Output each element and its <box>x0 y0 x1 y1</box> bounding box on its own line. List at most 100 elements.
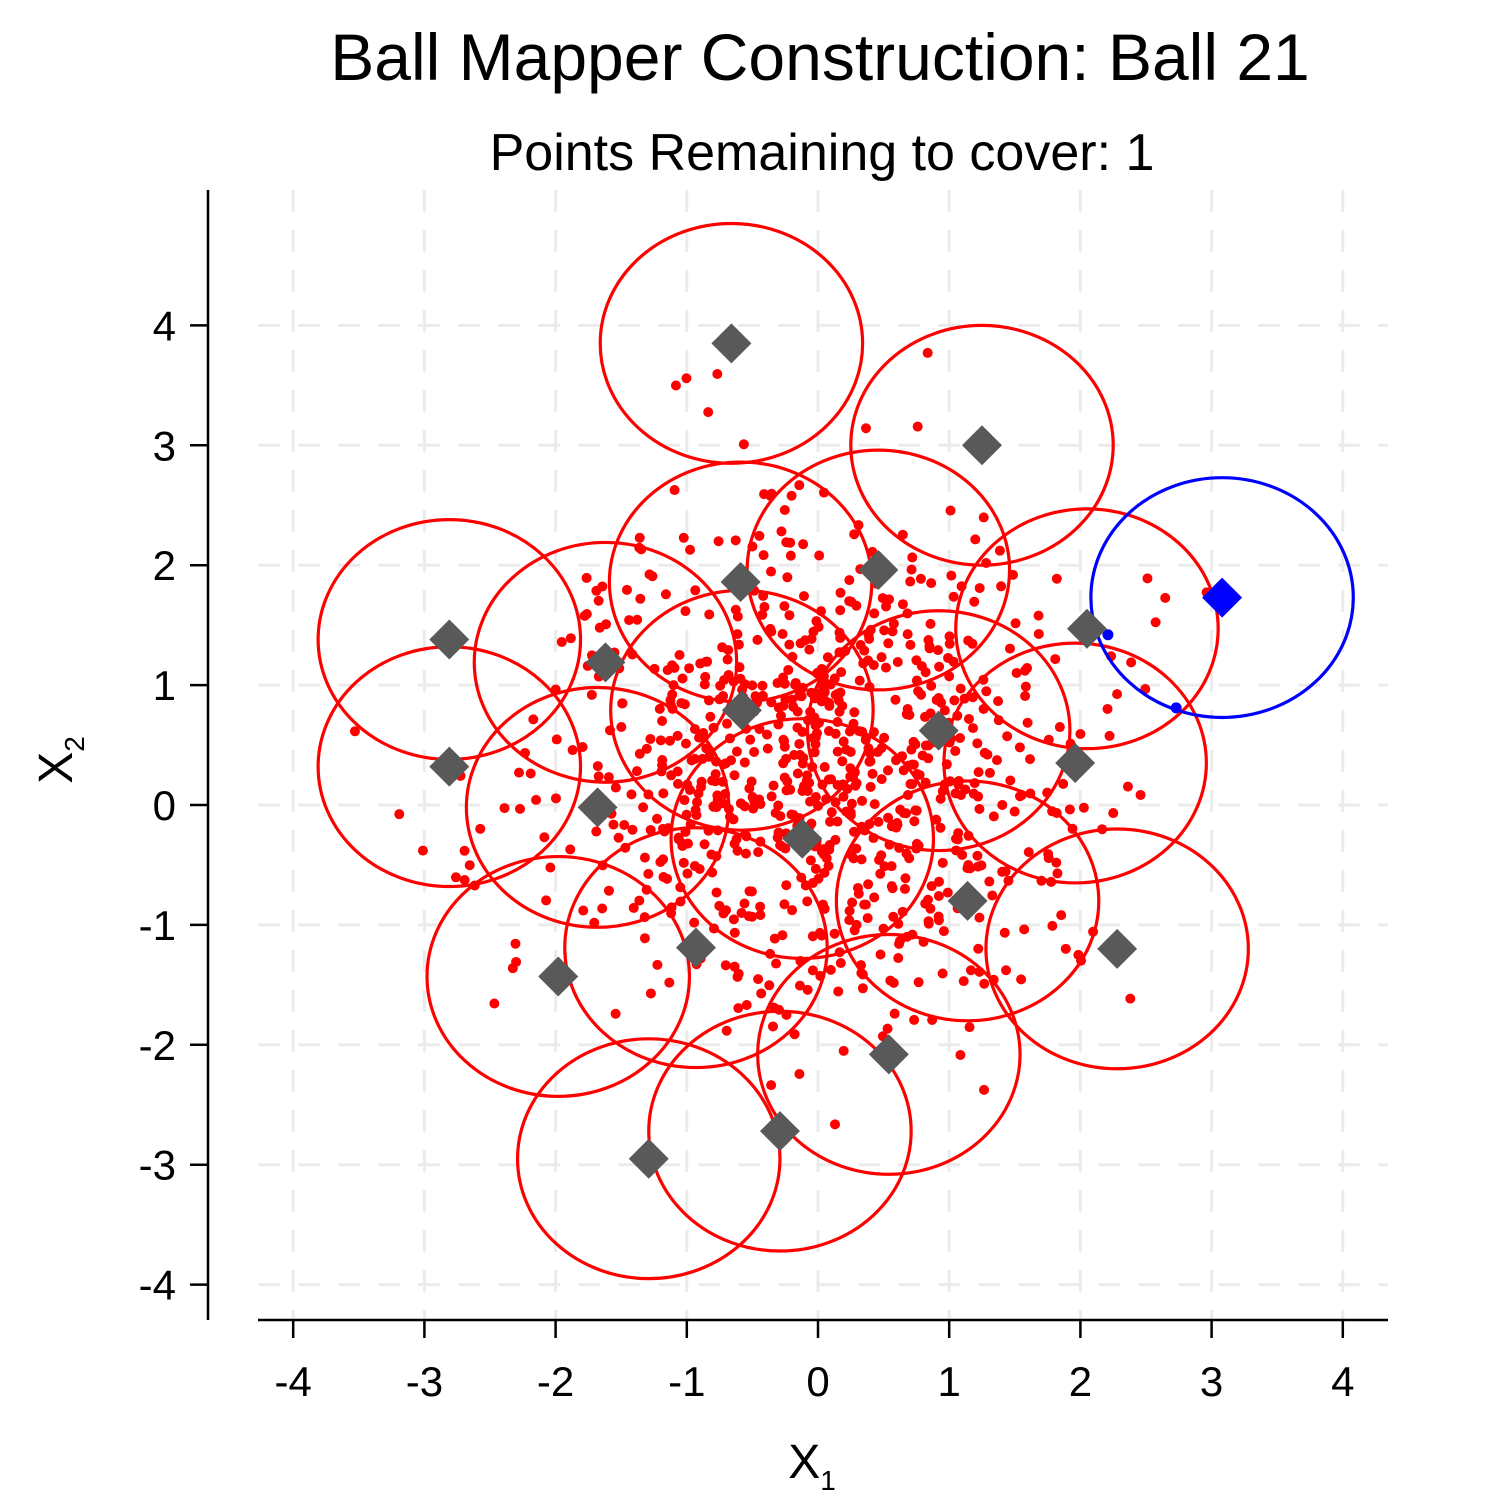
data-point <box>963 713 974 724</box>
data-point <box>660 589 671 600</box>
data-point <box>617 698 628 709</box>
data-point <box>499 803 510 814</box>
data-point <box>639 852 650 863</box>
ball-center-marker <box>538 956 579 997</box>
data-point <box>652 959 663 970</box>
data-point <box>844 905 855 916</box>
data-point <box>860 899 871 910</box>
y-tick-label: 1 <box>153 662 176 709</box>
data-point <box>778 700 789 711</box>
data-point <box>832 746 843 757</box>
data-point <box>739 898 750 909</box>
data-point <box>779 772 790 783</box>
data-point <box>610 1008 621 1019</box>
data-point <box>922 347 933 358</box>
y-tick-label: -3 <box>139 1142 176 1189</box>
data-point <box>628 902 639 913</box>
data-point <box>645 824 656 835</box>
data-point <box>732 845 743 856</box>
data-point <box>700 656 711 667</box>
data-point <box>823 774 834 785</box>
data-point <box>993 696 1004 707</box>
data-point <box>937 857 948 868</box>
ball-centers <box>429 323 1243 1179</box>
x-tick-label: -1 <box>668 1358 705 1405</box>
data-point <box>762 743 773 754</box>
data-point <box>907 779 918 790</box>
data-point <box>922 894 933 905</box>
data-point <box>621 584 632 595</box>
data-point <box>603 885 614 896</box>
data-point <box>889 1008 900 1019</box>
data-point <box>745 734 756 745</box>
data-point <box>830 1119 841 1130</box>
data-point <box>1135 789 1146 800</box>
data-point <box>913 977 924 988</box>
data-point <box>785 550 796 561</box>
data-point <box>677 838 688 849</box>
data-point <box>1043 853 1054 864</box>
data-point <box>514 767 525 778</box>
data-point <box>634 895 645 906</box>
data-point <box>680 606 691 617</box>
data-point <box>802 896 813 907</box>
data-point <box>979 1084 990 1095</box>
data-point <box>1160 592 1171 603</box>
data-point <box>876 774 887 785</box>
data-point <box>944 631 955 642</box>
data-point <box>846 596 857 607</box>
data-point <box>926 680 937 691</box>
data-point <box>783 664 794 675</box>
data-point <box>613 832 624 843</box>
ball-center-marker <box>721 690 762 731</box>
data-point <box>729 927 740 938</box>
ball-center-marker <box>585 642 626 683</box>
data-point <box>973 943 984 954</box>
data-point <box>816 696 827 707</box>
data-point <box>771 958 782 969</box>
data-point <box>1104 730 1115 741</box>
data-point <box>857 983 868 994</box>
data-point <box>907 552 918 563</box>
data-point <box>807 965 818 976</box>
data-point <box>739 801 750 812</box>
data-point <box>1014 742 1025 753</box>
data-point <box>511 956 522 967</box>
data-point <box>849 707 860 718</box>
data-point <box>949 695 960 706</box>
data-point <box>785 537 796 548</box>
y-tick-label: -1 <box>139 902 176 949</box>
data-point <box>1054 722 1065 733</box>
data-point <box>935 822 946 833</box>
data-point <box>890 694 901 705</box>
data-point <box>539 832 550 843</box>
data-point <box>679 795 690 806</box>
data-point <box>809 747 820 758</box>
data-point <box>696 776 707 787</box>
ball-circle <box>464 685 731 929</box>
data-point <box>833 986 844 997</box>
data-point <box>565 844 576 855</box>
data-point <box>627 824 638 835</box>
data-point <box>1102 703 1113 714</box>
data-point <box>1075 729 1086 740</box>
data-point <box>1025 754 1036 765</box>
data-point <box>933 645 944 656</box>
data-point <box>781 880 792 891</box>
data-point <box>835 605 846 616</box>
data-point <box>886 861 897 872</box>
data-point <box>766 566 777 577</box>
data-point <box>835 958 846 969</box>
data-point <box>730 535 741 546</box>
data-point <box>1060 943 1071 954</box>
data-point <box>953 828 964 839</box>
data-point <box>768 780 779 791</box>
data-point <box>708 801 719 812</box>
x-tick-label: 0 <box>806 1358 829 1405</box>
current-ball-circle <box>1089 476 1355 720</box>
data-point <box>950 746 961 757</box>
data-point <box>877 593 888 604</box>
data-point <box>459 874 470 885</box>
data-point <box>976 860 987 871</box>
data-point <box>973 767 984 778</box>
